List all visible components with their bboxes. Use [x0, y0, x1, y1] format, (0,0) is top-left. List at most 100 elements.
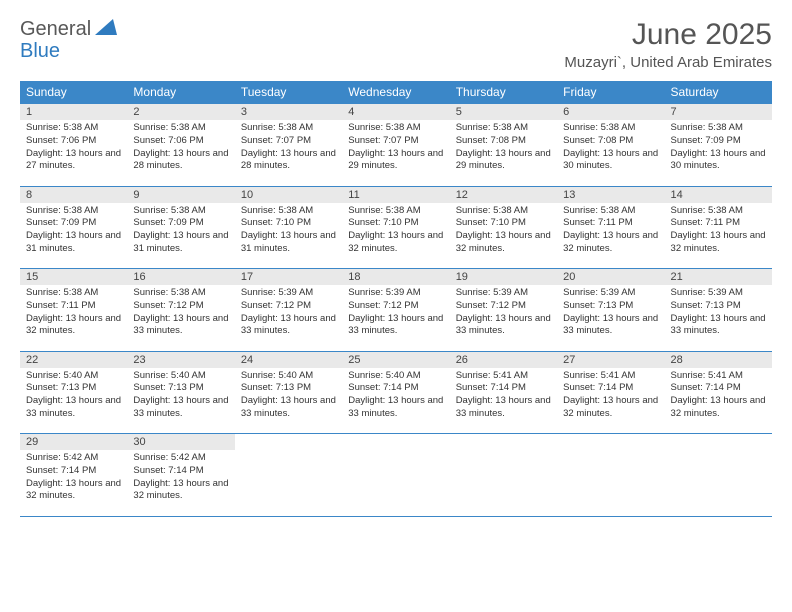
- daylight-line: Daylight: 13 hours and 32 minutes.: [671, 395, 766, 421]
- daylight-line: Daylight: 13 hours and 29 minutes.: [456, 148, 551, 174]
- day-content-cell: Sunrise: 5:38 AMSunset: 7:08 PMDaylight:…: [450, 120, 557, 186]
- month-title: June 2025: [564, 18, 772, 52]
- sunset-line: Sunset: 7:13 PM: [563, 300, 658, 313]
- day-number-cell: 21: [665, 269, 772, 286]
- day-content-cell: Sunrise: 5:39 AMSunset: 7:12 PMDaylight:…: [235, 285, 342, 351]
- day-content-cell: Sunrise: 5:38 AMSunset: 7:06 PMDaylight:…: [127, 120, 234, 186]
- sunrise-line: Sunrise: 5:38 AM: [26, 287, 121, 300]
- day-content-cell: Sunrise: 5:38 AMSunset: 7:06 PMDaylight:…: [20, 120, 127, 186]
- daylight-line: Daylight: 13 hours and 33 minutes.: [133, 395, 228, 421]
- col-wednesday: Wednesday: [342, 81, 449, 104]
- sunset-line: Sunset: 7:10 PM: [456, 217, 551, 230]
- day-number-cell: 25: [342, 351, 449, 368]
- day-content-cell: Sunrise: 5:38 AMSunset: 7:10 PMDaylight:…: [342, 203, 449, 269]
- daylight-line: Daylight: 13 hours and 32 minutes.: [671, 230, 766, 256]
- sunrise-line: Sunrise: 5:41 AM: [671, 370, 766, 383]
- col-saturday: Saturday: [665, 81, 772, 104]
- day-content-cell: Sunrise: 5:42 AMSunset: 7:14 PMDaylight:…: [127, 450, 234, 516]
- sunset-line: Sunset: 7:11 PM: [671, 217, 766, 230]
- sunset-line: Sunset: 7:11 PM: [563, 217, 658, 230]
- daylight-line: Daylight: 13 hours and 32 minutes.: [133, 478, 228, 504]
- sunrise-line: Sunrise: 5:38 AM: [26, 205, 121, 218]
- daylight-line: Daylight: 13 hours and 28 minutes.: [241, 148, 336, 174]
- daylight-line: Daylight: 13 hours and 32 minutes.: [26, 313, 121, 339]
- day-content-row: Sunrise: 5:40 AM Sunset: 7:13 PM Daylight:…: [20, 368, 772, 434]
- day-number-cell: 17: [235, 269, 342, 286]
- daylight-line: Daylight: 13 hours and 33 minutes.: [671, 313, 766, 339]
- day-number-cell: 15: [20, 269, 127, 286]
- sunrise-line: Sunrise: 5:41 AM: [456, 370, 551, 383]
- sunrise-line: Sunrise: 5:38 AM: [133, 122, 228, 135]
- day-content-cell: Sunrise: 5:41 AMSunset: 7:14 PMDaylight:…: [665, 368, 772, 434]
- day-number-cell: [235, 434, 342, 451]
- day-number-cell: 11: [342, 186, 449, 203]
- daylight-line: Daylight: 13 hours and 30 minutes.: [563, 148, 658, 174]
- sunrise-line: Sunrise: 5:38 AM: [456, 205, 551, 218]
- day-number-cell: 20: [557, 269, 664, 286]
- sunrise-line: Sunrise: 5:41 AM: [563, 370, 658, 383]
- day-number-row: 22232425262728: [20, 351, 772, 368]
- logo: General: [20, 18, 119, 41]
- daylight-line: Daylight: 13 hours and 32 minutes.: [26, 478, 121, 504]
- sunset-line: Sunset: 7:07 PM: [241, 135, 336, 148]
- sunrise-line: Sunrise: 5:39 AM: [241, 287, 336, 300]
- sunset-line: Sunset: 7:14 PM: [133, 465, 228, 478]
- day-content-row: Sunrise: 5:38 AMSunset: 7:06 PMDaylight:…: [20, 120, 772, 186]
- title-block: June 2025 Muzayri`, United Arab Emirates: [564, 18, 772, 71]
- day-number-cell: 19: [450, 269, 557, 286]
- day-content-cell: [342, 450, 449, 516]
- sunset-line: Sunset: 7:14 PM: [348, 382, 443, 395]
- day-content-row: Sunrise: 5:42 AMSunset: 7:14 PMDaylight:…: [20, 450, 772, 516]
- sunrise-line: Sunrise: 5:39 AM: [348, 287, 443, 300]
- col-friday: Friday: [557, 81, 664, 104]
- sunset-line: Sunset: 7:12 PM: [456, 300, 551, 313]
- daylight-line: Daylight: 13 hours and 32 minutes.: [563, 395, 658, 421]
- day-number-cell: 4: [342, 104, 449, 121]
- sunset-line: Sunset: 7:10 PM: [348, 217, 443, 230]
- daylight-line: Daylight: 13 hours and 28 minutes.: [133, 148, 228, 174]
- day-content-cell: Sunrise: 5:38 AMSunset: 7:09 PMDaylight:…: [665, 120, 772, 186]
- day-content-cell: [235, 450, 342, 516]
- logo-text-blue: Blue: [20, 40, 60, 62]
- day-content-cell: Sunrise: 5:41 AMSunset: 7:14 PMDaylight:…: [557, 368, 664, 434]
- col-monday: Monday: [127, 81, 234, 104]
- day-content-cell: Sunrise: 5:38 AMSunset: 7:11 PMDaylight:…: [20, 285, 127, 351]
- daylight-line: Daylight: 13 hours and 32 minutes.: [348, 230, 443, 256]
- day-content-cell: Sunrise: 5:38 AMSunset: 7:11 PMDaylight:…: [665, 203, 772, 269]
- sunrise-line: Sunrise: 5:38 AM: [563, 205, 658, 218]
- day-content-cell: Sunrise: 5:38 AMSunset: 7:07 PMDaylight:…: [342, 120, 449, 186]
- sunset-line: Sunset: 7:06 PM: [26, 135, 121, 148]
- sunset-line: Sunset: 7:14 PM: [563, 382, 658, 395]
- day-content-cell: [665, 450, 772, 516]
- day-content-cell: Sunrise: 5:40 AMSunset: 7:13 PMDaylight:…: [20, 368, 127, 434]
- col-tuesday: Tuesday: [235, 81, 342, 104]
- col-thursday: Thursday: [450, 81, 557, 104]
- sunrise-line: Sunrise: 5:39 AM: [563, 287, 658, 300]
- daylight-line: Daylight: 13 hours and 33 minutes.: [456, 313, 551, 339]
- day-number-cell: 28: [665, 351, 772, 368]
- day-number-row: 15161718192021: [20, 269, 772, 286]
- sunset-line: Sunset: 7:08 PM: [456, 135, 551, 148]
- day-content-cell: Sunrise: 5:40 AMSunset: 7:13 PMDaylight:…: [235, 368, 342, 434]
- day-content-cell: Sunrise: 5:39 AMSunset: 7:12 PMDaylight:…: [342, 285, 449, 351]
- sunrise-line: Sunrise: 5:38 AM: [133, 205, 228, 218]
- day-number-cell: 3: [235, 104, 342, 121]
- sunset-line: Sunset: 7:13 PM: [241, 382, 336, 395]
- sunrise-line: Sunrise: 5:42 AM: [133, 452, 228, 465]
- sunset-line: Sunset: 7:11 PM: [26, 300, 121, 313]
- daylight-line: Daylight: 13 hours and 32 minutes.: [456, 230, 551, 256]
- sunrise-line: Sunrise: 5:38 AM: [241, 205, 336, 218]
- daylight-line: Daylight: 13 hours and 31 minutes.: [133, 230, 228, 256]
- sunset-line: Sunset: 7:06 PM: [133, 135, 228, 148]
- sunrise-line: Sunrise: 5:40 AM: [133, 370, 228, 383]
- sunrise-line: Sunrise: 5:42 AM: [26, 452, 121, 465]
- day-number-cell: 26: [450, 351, 557, 368]
- day-content-cell: Sunrise: 5:38 AMSunset: 7:09 PMDaylight:…: [127, 203, 234, 269]
- day-number-cell: [665, 434, 772, 451]
- day-content-cell: Sunrise: 5:41 AMSunset: 7:14 PMDaylight:…: [450, 368, 557, 434]
- day-number-cell: 5: [450, 104, 557, 121]
- sunrise-line: Sunrise: 5:38 AM: [348, 205, 443, 218]
- day-number-cell: [342, 434, 449, 451]
- sunrise-line: Sunrise: 5:38 AM: [456, 122, 551, 135]
- sunrise-line: Sunrise: 5:38 AM: [26, 122, 121, 135]
